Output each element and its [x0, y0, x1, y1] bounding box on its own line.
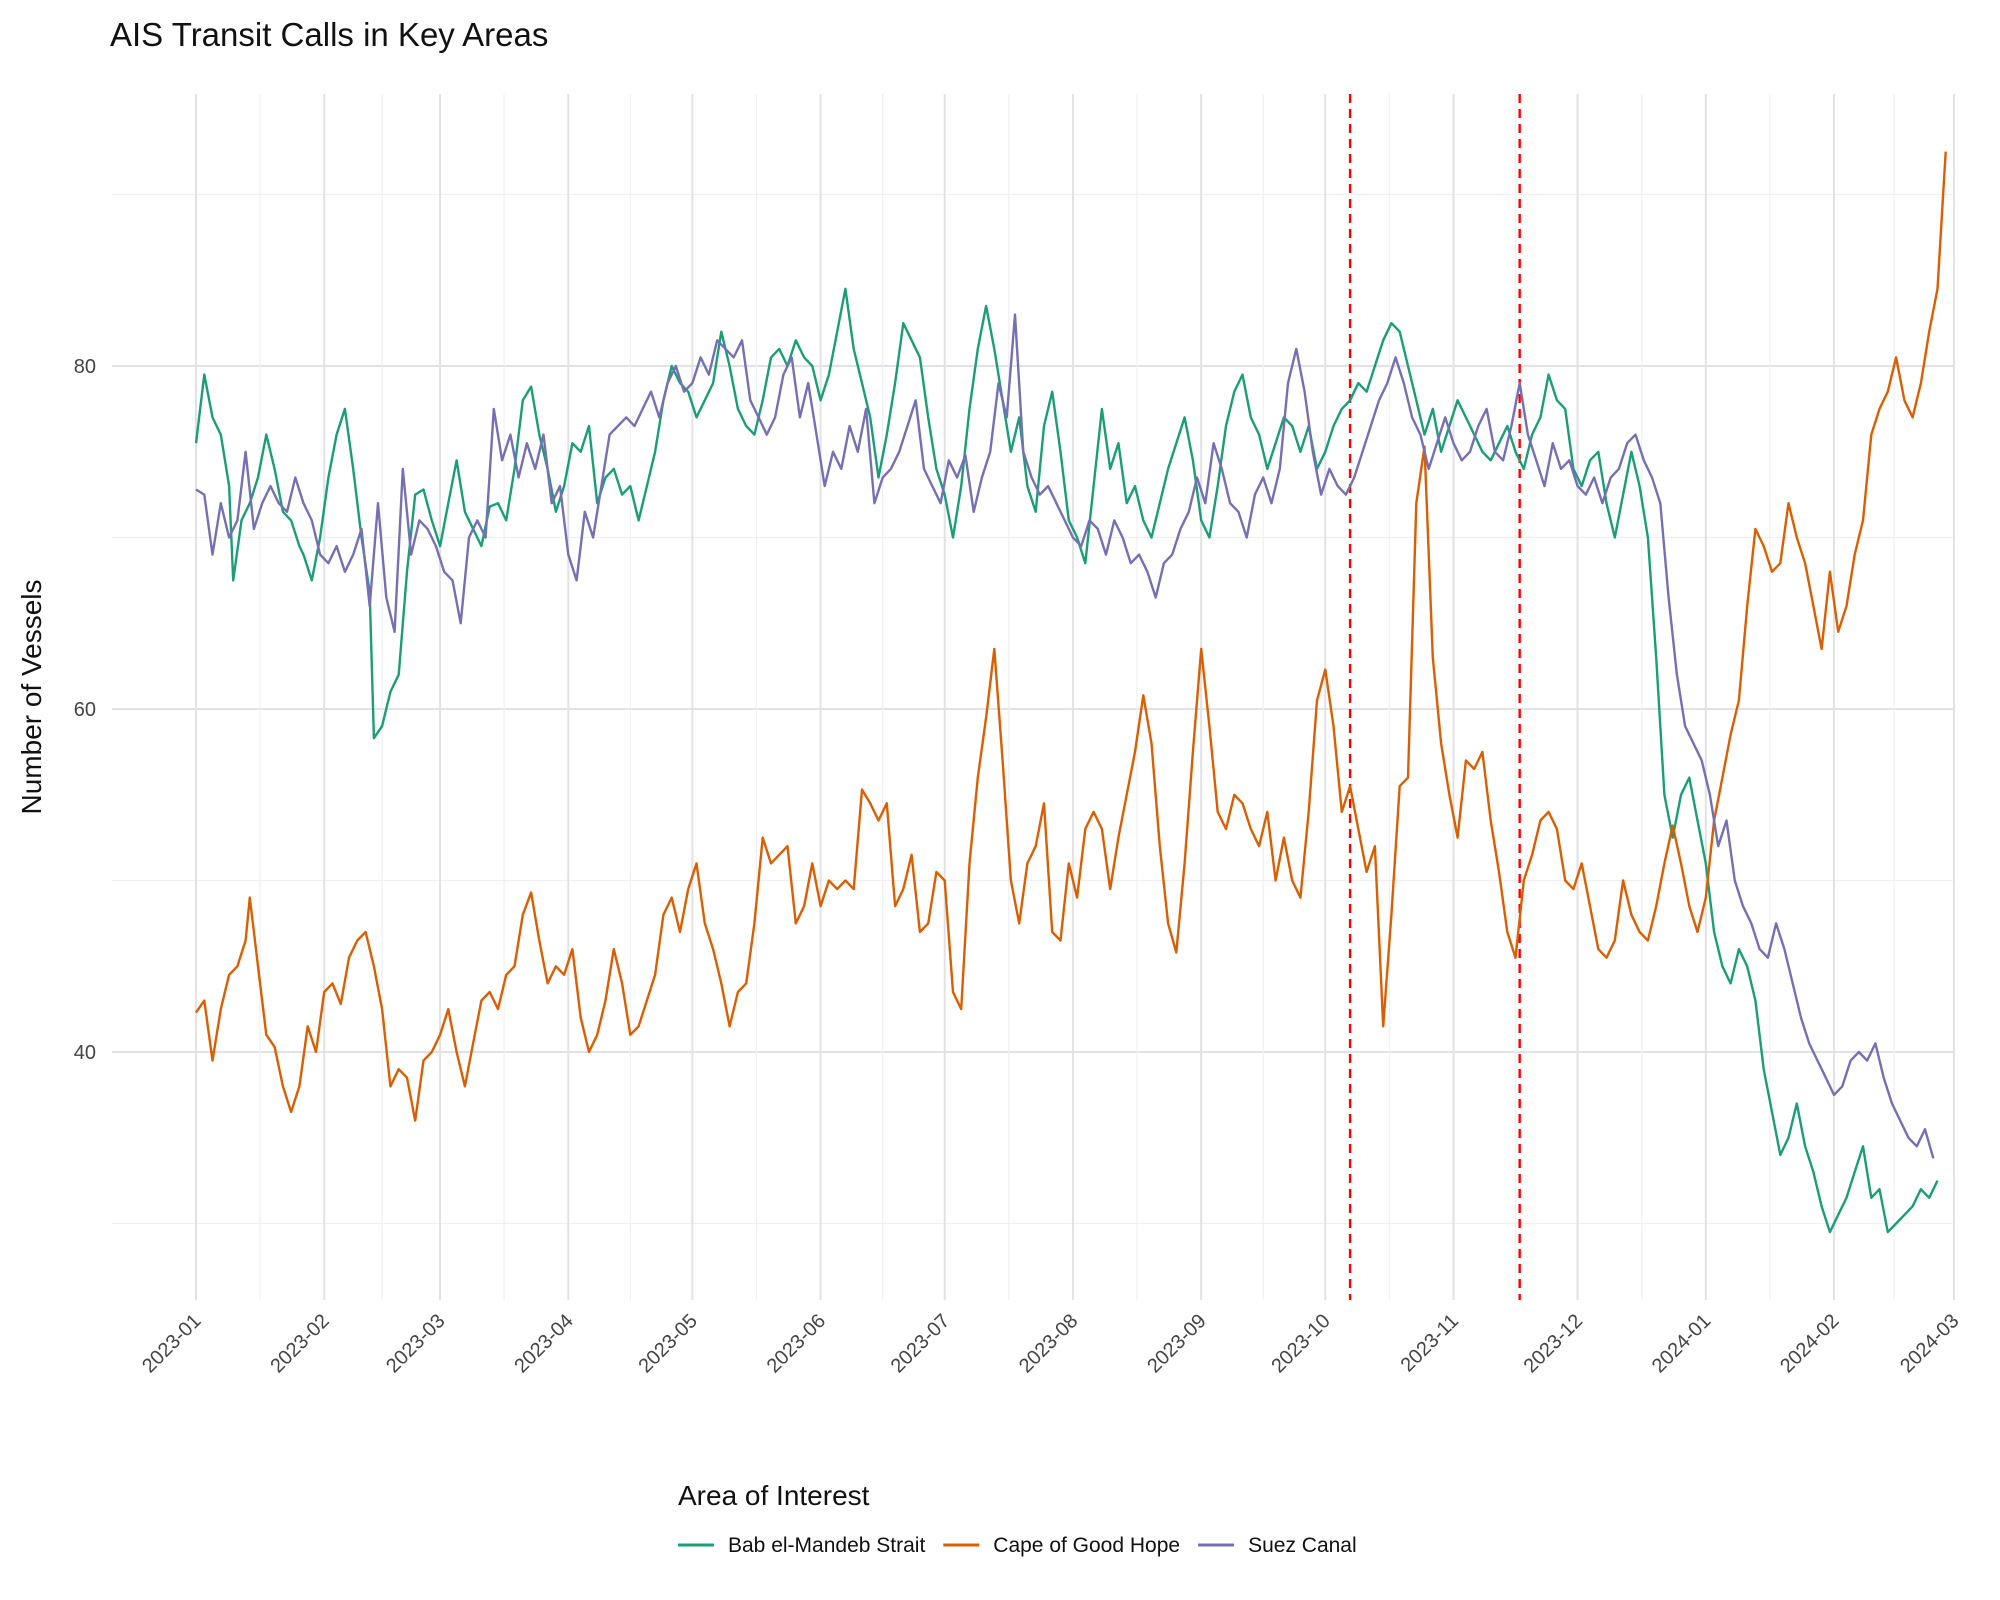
y-axis-label: Number of Vessels	[16, 580, 47, 815]
x-tick-label: 2023-07	[887, 1310, 954, 1377]
legend: Area of Interest Bab el-Mandeb Strait Cap…	[678, 1480, 1357, 1557]
x-tick-label: 2024-02	[1776, 1310, 1843, 1377]
series-line-cape-of-good-hope	[195, 151, 1947, 1122]
grid	[112, 94, 1955, 1300]
y-axis-ticks: 40 60 80	[74, 356, 96, 1064]
series-line-suez-canal	[195, 313, 1935, 1159]
x-tick-label: 2023-05	[634, 1310, 701, 1377]
chart-title: AIS Transit Calls in Key Areas	[110, 16, 548, 53]
x-tick-label: 2024-01	[1648, 1310, 1715, 1377]
x-axis-ticks: 2023-01 2023-02 2023-03 2023-04 2023-05 2023-…	[138, 1310, 1963, 1377]
reference-lines	[1348, 94, 1521, 1300]
x-tick-label: 2023-02	[266, 1310, 333, 1377]
x-tick-label: 2023-09	[1143, 1310, 1210, 1377]
x-tick-label: 2024-03	[1896, 1310, 1963, 1377]
legend-label: Suez Canal	[1248, 1534, 1357, 1557]
x-tick-label: 2023-04	[510, 1310, 577, 1377]
series-line-bab-el-mandeb-strait	[194, 287, 1939, 1234]
x-tick-label: 2023-11	[1397, 1310, 1463, 1376]
legend-title: Area of Interest	[678, 1480, 870, 1511]
y-tick-label: 80	[74, 356, 96, 378]
x-tick-label: 2023-10	[1267, 1310, 1334, 1377]
x-tick-label: 2023-06	[763, 1310, 830, 1377]
legend-label: Cape of Good Hope	[993, 1534, 1180, 1557]
series-lines	[194, 151, 1947, 1234]
y-tick-label: 60	[74, 699, 96, 721]
x-tick-label: 2023-12	[1520, 1310, 1587, 1377]
legend-label: Bab el-Mandeb Strait	[728, 1534, 925, 1557]
y-tick-label: 40	[74, 1042, 96, 1064]
x-tick-label: 2023-03	[382, 1310, 449, 1377]
legend-items: Bab el-Mandeb Strait Cape of Good Hope Sue…	[678, 1534, 1357, 1557]
x-tick-label: 2023-08	[1015, 1310, 1082, 1377]
x-tick-label: 2023-01	[138, 1310, 205, 1377]
